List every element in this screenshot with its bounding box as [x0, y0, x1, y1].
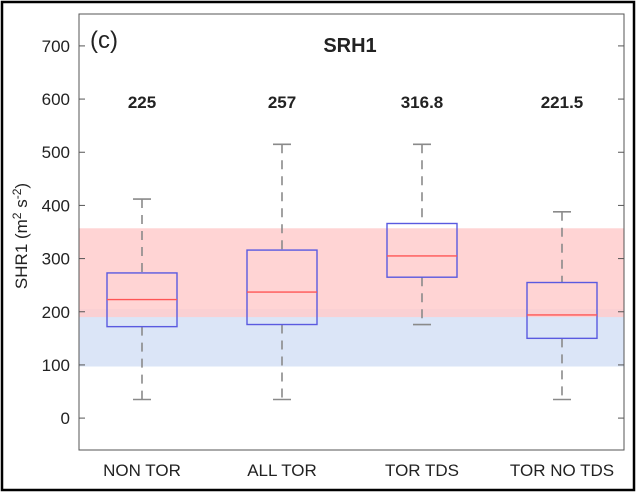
- y-tick-label: 100: [42, 356, 70, 375]
- y-axis-label-exp2: -2: [10, 188, 24, 199]
- x-tick-label: TOR TDS: [385, 461, 459, 480]
- y-tick-label: 400: [42, 196, 70, 215]
- y-axis-label-exp1: 2: [10, 212, 24, 219]
- box-all-tor: [246, 143, 318, 401]
- median-value-label: 257: [268, 93, 296, 112]
- chart-title: SRH1: [323, 35, 376, 57]
- x-tick-label: TOR NO TDS: [510, 461, 614, 480]
- y-tick-label: 0: [61, 409, 70, 428]
- interquartile-box: [526, 281, 598, 340]
- y-axis-label-mid: s: [12, 199, 31, 212]
- interquartile-box: [386, 222, 458, 278]
- median-value-label: 316.8: [401, 93, 444, 112]
- plot-area-border: [78, 13, 625, 451]
- median-labels: 225 257 316.8 221.5: [128, 93, 583, 112]
- median-value-label: 225: [128, 93, 156, 112]
- x-tick-label: NON TOR: [103, 461, 181, 480]
- box-series: [106, 143, 598, 401]
- median-value-label: 221.5: [541, 93, 584, 112]
- y-tick-label: 500: [42, 143, 70, 162]
- threshold-bands: [79, 228, 624, 367]
- y-tick-label: 200: [42, 303, 70, 322]
- y-tick-label: 700: [42, 37, 70, 56]
- y-axis-label-close: ): [12, 183, 31, 189]
- box-tor-tds: [386, 143, 458, 326]
- y-tick-label: 600: [42, 90, 70, 109]
- box-non-tor: [106, 198, 178, 401]
- x-axis: NON TOR ALL TOR TOR TDS TOR NO TDS: [103, 461, 614, 480]
- x-tick-label: ALL TOR: [247, 461, 317, 480]
- interquartile-box: [246, 249, 318, 326]
- y-tick-label: 300: [42, 250, 70, 269]
- box-tor-no-tds: [526, 210, 598, 401]
- y-axis-label-text: SHR1 (m: [12, 219, 31, 289]
- panel-label: (c): [90, 27, 118, 54]
- y-axis: 0 100 200 300 400 500 600 700: [42, 37, 624, 428]
- y-axis-label: SHR1 (m2 s-2): [10, 183, 31, 289]
